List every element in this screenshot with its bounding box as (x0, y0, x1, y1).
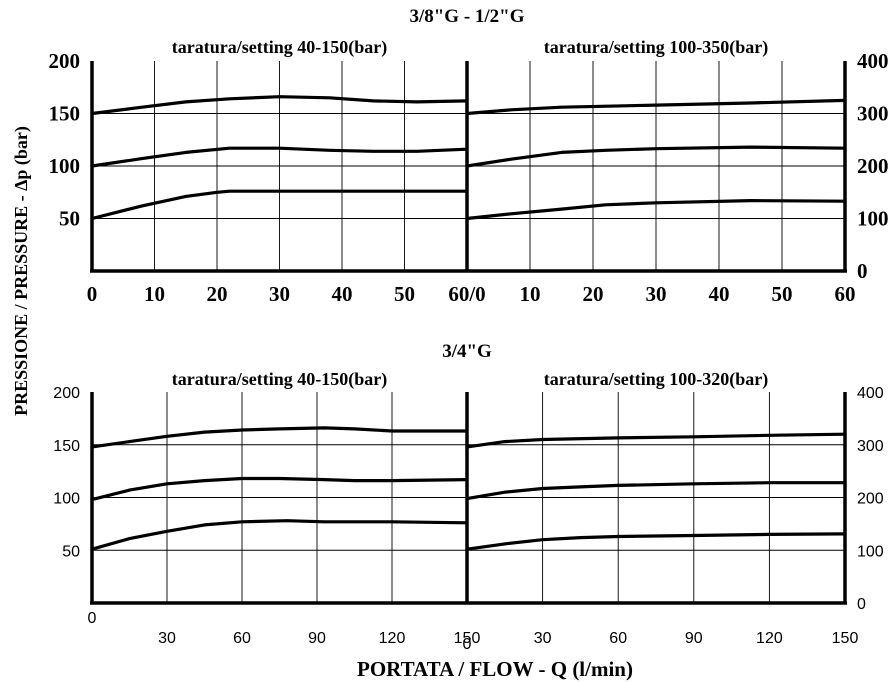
x-tick-label: 60 (233, 630, 251, 647)
x-tick-label: 120 (379, 630, 406, 647)
y-tick-label-right: 400 (857, 49, 889, 73)
x-axis-title: PORTATA / FLOW - Q (l/min) (357, 657, 633, 681)
y-tick-label-left: 50 (59, 207, 80, 231)
y-tick-label-left: 200 (53, 385, 80, 402)
series-line-1 (465, 432, 847, 449)
series-line-3 (465, 199, 847, 221)
x-tick-label: 40 (332, 282, 353, 306)
y-tick-label-left: 150 (49, 102, 81, 126)
y-tick-label-right: 400 (857, 385, 884, 402)
x-tick-label: 50 (772, 282, 793, 306)
y-tick-label-left: 100 (49, 154, 81, 178)
y-tick-label-right: 0 (857, 259, 868, 283)
y-tick-label-right: 300 (857, 102, 889, 126)
y-tick-label-left: 200 (49, 49, 81, 73)
panel-subtitle: taratura/setting 100-350(bar) (544, 37, 768, 58)
panel-subtitle: taratura/setting 100-320(bar) (544, 369, 768, 390)
x-tick-label: 60 (609, 630, 627, 647)
series-line-2 (90, 146, 469, 168)
series-line-1 (90, 426, 469, 449)
x-tick-label: 150 (832, 630, 859, 647)
x-tick-label: 120 (756, 630, 783, 647)
x-tick-label: 90 (685, 630, 703, 647)
y-tick-label-right: 300 (857, 438, 884, 455)
x-tick-label: 30 (158, 630, 176, 647)
text-layer: 3/8"G - 1/2"G taratura/setting 40-150(bar… (49, 6, 889, 653)
panel-subtitle: taratura/setting 40-150(bar) (172, 37, 387, 58)
panel-subtitle: taratura/setting 40-150(bar) (172, 369, 387, 390)
chart-group-title: 3/4"G (442, 341, 492, 362)
series-line-2 (465, 145, 847, 168)
x-tick-label: 20 (583, 282, 604, 306)
x-tick-label: 50 (394, 282, 415, 306)
series-line-1 (465, 98, 847, 116)
grid-layer (92, 61, 845, 603)
series-line-3 (90, 519, 469, 551)
series-line-2 (90, 476, 469, 502)
x-tick-label: 0 (463, 636, 472, 653)
x-tick-label: 10 (520, 282, 541, 306)
x-tick-label: 60/0 (448, 282, 485, 306)
series-layer (90, 95, 847, 551)
series-line-3 (465, 532, 847, 551)
x-tick-label: 20 (207, 282, 228, 306)
x-tick-label: 40 (709, 282, 730, 306)
x-tick-label: 0 (88, 610, 97, 627)
x-tick-label: 30 (646, 282, 667, 306)
x-tick-label: 150 (454, 630, 481, 647)
x-tick-label: 90 (308, 630, 326, 647)
x-tick-label: 60 (835, 282, 856, 306)
y-tick-label-left: 100 (53, 491, 80, 508)
x-tick-label: 10 (144, 282, 165, 306)
x-tick-label: 30 (269, 282, 290, 306)
frame-layer (90, 61, 847, 605)
y-tick-label-right: 100 (857, 543, 884, 560)
series-line-2 (465, 481, 847, 501)
y-tick-label-right: 0 (857, 596, 866, 613)
y-axis-title: PRESSIONE / PRESSURE - Δp (bar) (11, 126, 32, 416)
x-tick-label: 30 (534, 630, 552, 647)
y-tick-label-right: 200 (857, 491, 884, 508)
series-line-3 (90, 189, 469, 221)
y-tick-label-right: 200 (857, 154, 889, 178)
y-tick-label-right: 100 (857, 207, 889, 231)
y-tick-label-left: 50 (62, 543, 80, 560)
chart-group-title: 3/8"G - 1/2"G (409, 6, 524, 27)
series-line-1 (90, 95, 469, 116)
y-tick-label-left: 150 (53, 438, 80, 455)
x-tick-label: 0 (87, 282, 98, 306)
